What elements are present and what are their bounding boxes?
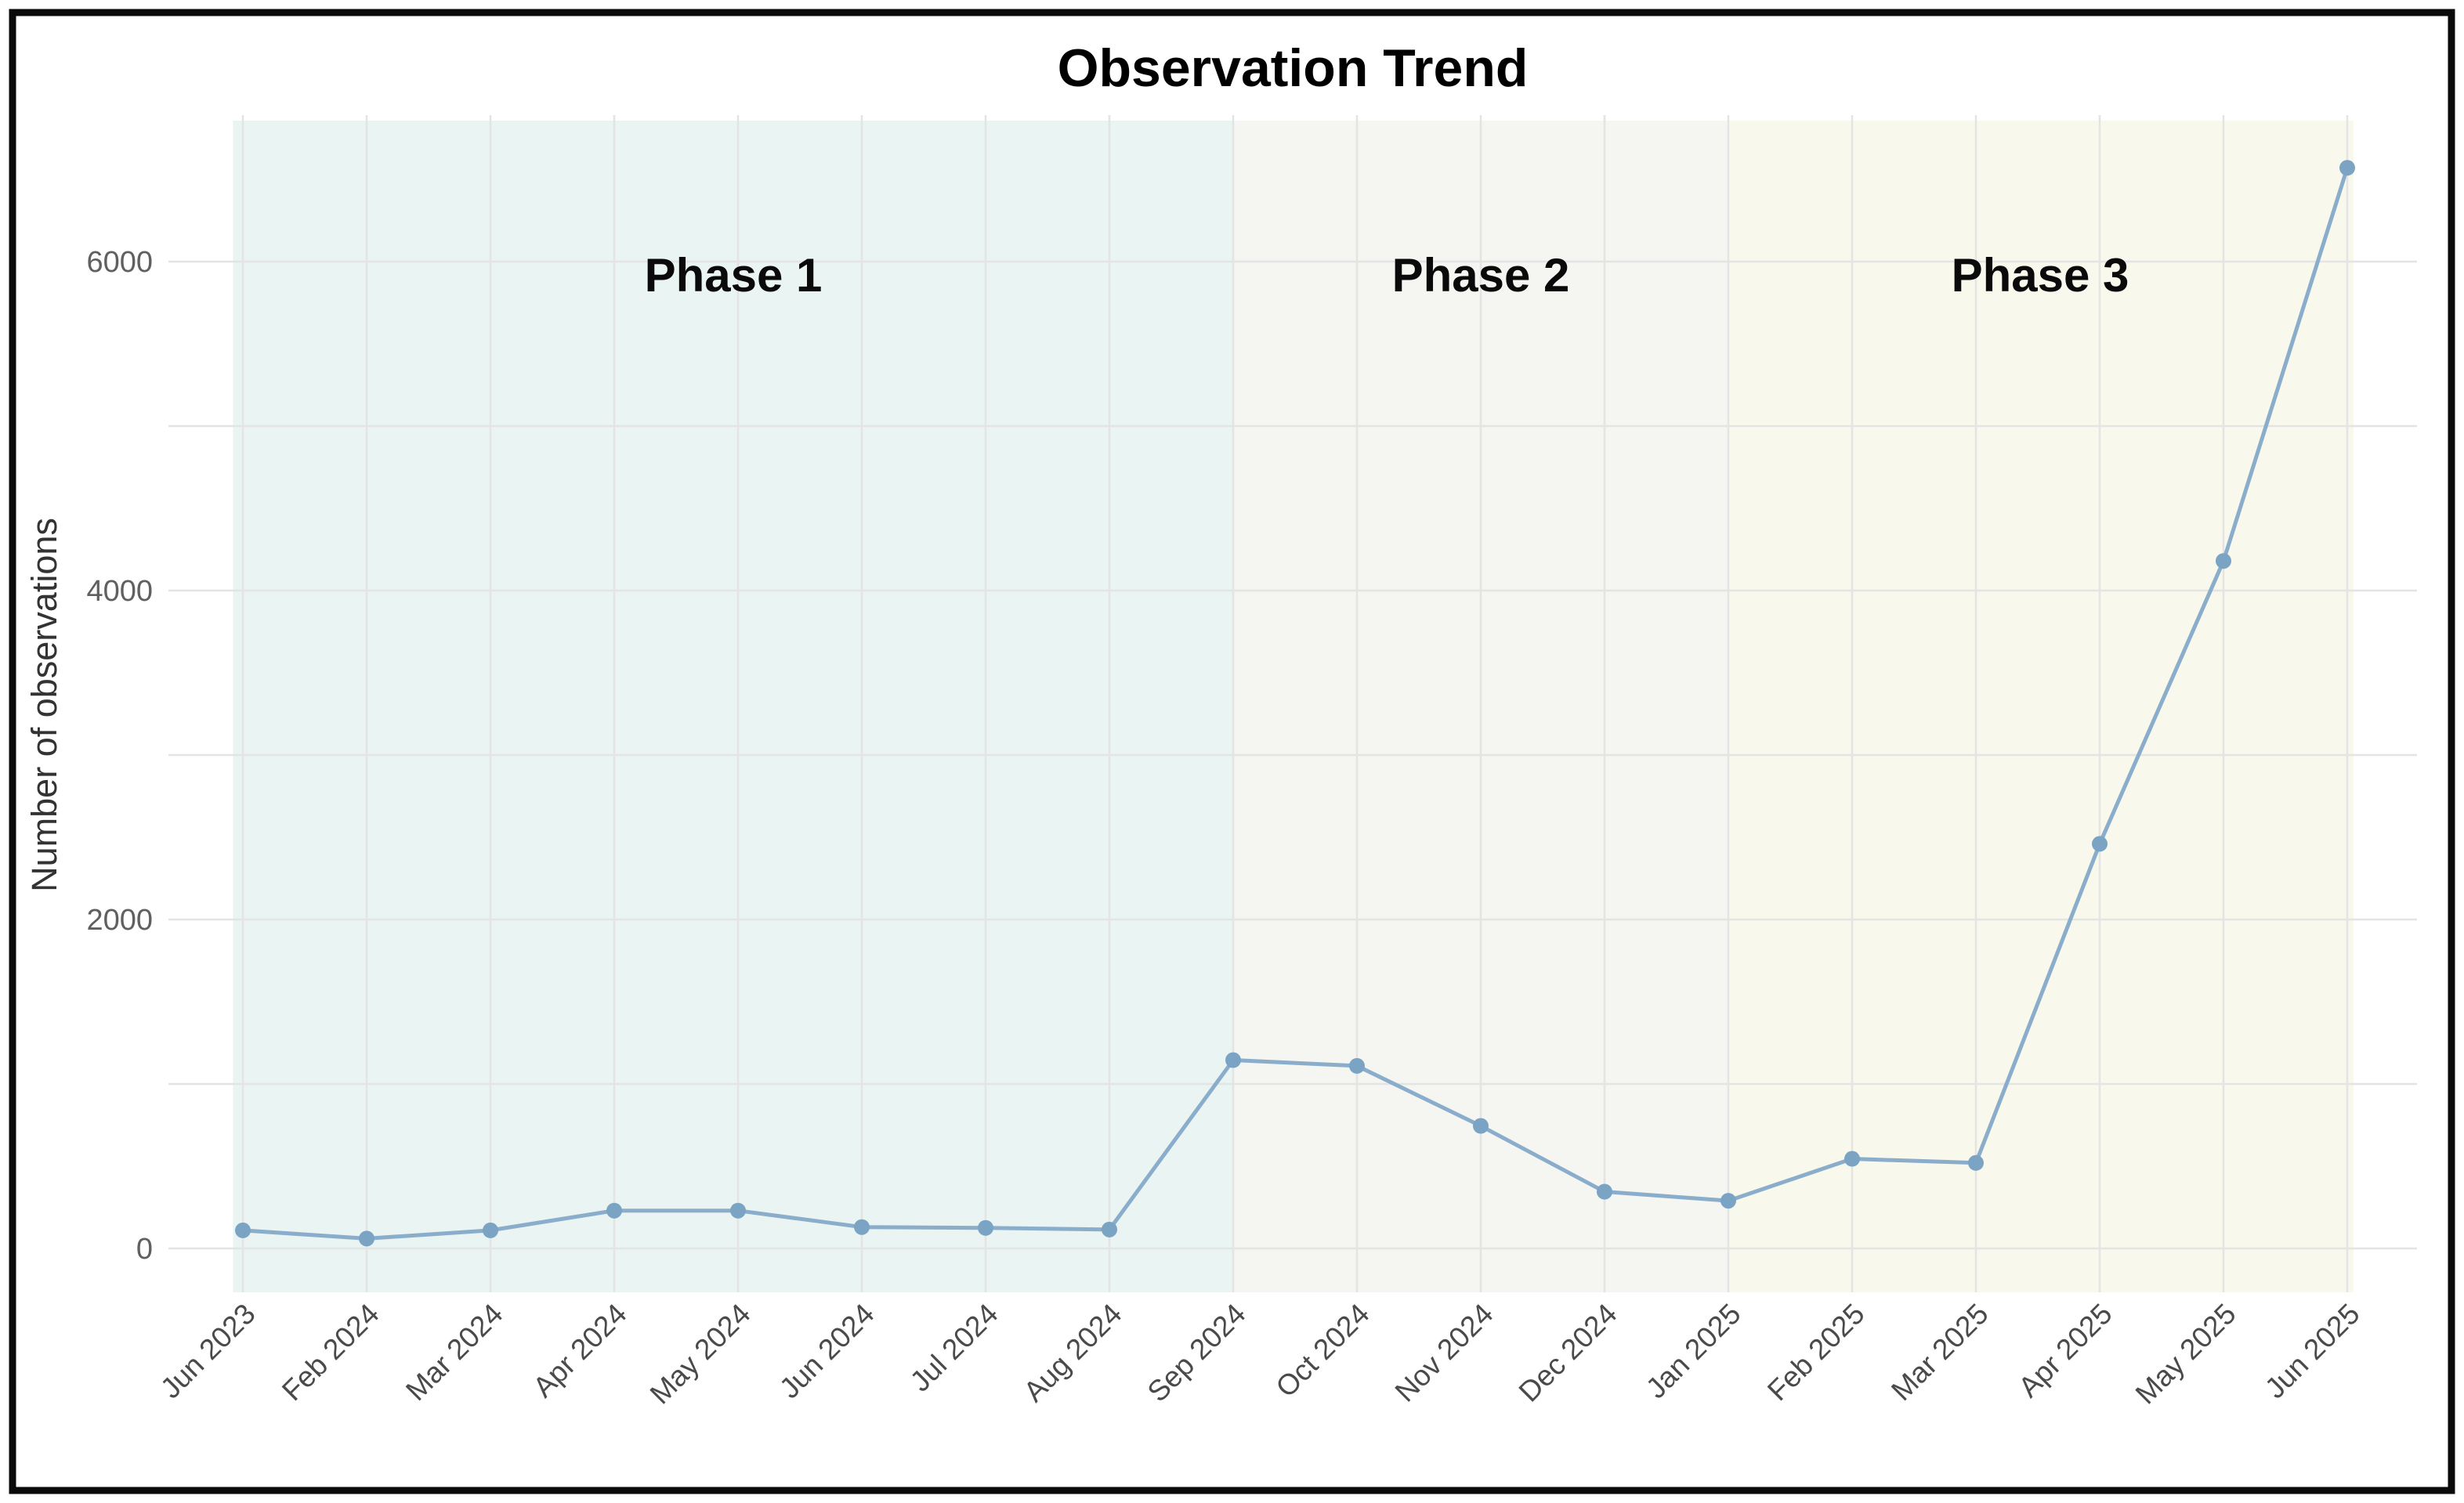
data-point <box>1720 1193 1736 1209</box>
data-point <box>978 1219 993 1236</box>
phase-band-1 <box>233 121 1233 1292</box>
x-tick-label: Mar 2024 <box>400 1298 509 1407</box>
data-point <box>1225 1052 1241 1068</box>
phase-3-label: Phase 3 <box>1952 249 2129 302</box>
phase-1-label: Phase 1 <box>645 249 823 302</box>
x-tick-label: Jun 2024 <box>773 1298 881 1405</box>
x-tick-label: May 2024 <box>644 1298 757 1411</box>
data-point <box>1597 1183 1612 1200</box>
y-tick-label: 4000 <box>86 575 153 608</box>
y-tick-label: 6000 <box>86 246 153 279</box>
data-point <box>359 1230 374 1247</box>
data-point <box>2216 553 2231 569</box>
phase-2-label: Phase 2 <box>1392 249 1570 302</box>
chart-title: Observation Trend <box>1058 38 1529 98</box>
x-tick-label: Aug 2024 <box>1018 1298 1128 1408</box>
trend-line-group <box>241 165 2350 1241</box>
data-point <box>2092 836 2108 852</box>
x-tick-label: Jul 2024 <box>904 1298 1004 1398</box>
x-tick-label: Feb 2024 <box>276 1298 385 1407</box>
data-point <box>854 1219 870 1235</box>
data-point <box>2339 160 2355 176</box>
x-tick-label: Dec 2024 <box>1513 1298 1623 1408</box>
x-tick-label: Oct 2024 <box>1269 1298 1375 1404</box>
phase-band-3 <box>1728 121 2354 1292</box>
data-point <box>1349 1057 1365 1074</box>
data-point <box>730 1202 746 1219</box>
x-tick-label: Jun 2023 <box>154 1298 262 1405</box>
grid <box>168 115 2417 1292</box>
y-tick-label: 0 <box>136 1233 153 1266</box>
x-tick-label: Sep 2024 <box>1142 1298 1252 1408</box>
x-tick-label: Feb 2025 <box>1761 1298 1871 1407</box>
data-point <box>483 1222 498 1238</box>
x-tick-label: Apr 2024 <box>526 1298 632 1404</box>
data-points-group <box>235 160 2355 1247</box>
y-axis-title: Number of observations <box>24 518 64 892</box>
data-point <box>235 1222 251 1238</box>
x-tick-label: Apr 2025 <box>2012 1298 2118 1404</box>
data-point <box>606 1202 622 1219</box>
x-tick-label: Nov 2024 <box>1389 1298 1500 1408</box>
x-tick-label: Jan 2025 <box>1640 1298 1747 1405</box>
data-point <box>1968 1154 1984 1171</box>
x-tick-label: May 2025 <box>2129 1298 2242 1411</box>
y-tick-label: 2000 <box>86 904 153 937</box>
x-tick-label: Jun 2025 <box>2259 1298 2366 1405</box>
figure-border <box>9 9 2455 1494</box>
x-tick-label: Mar 2025 <box>1885 1298 1995 1407</box>
data-point <box>1473 1118 1489 1134</box>
trend-line <box>241 165 2350 1241</box>
data-point <box>1844 1151 1860 1167</box>
data-point <box>1102 1221 1117 1237</box>
